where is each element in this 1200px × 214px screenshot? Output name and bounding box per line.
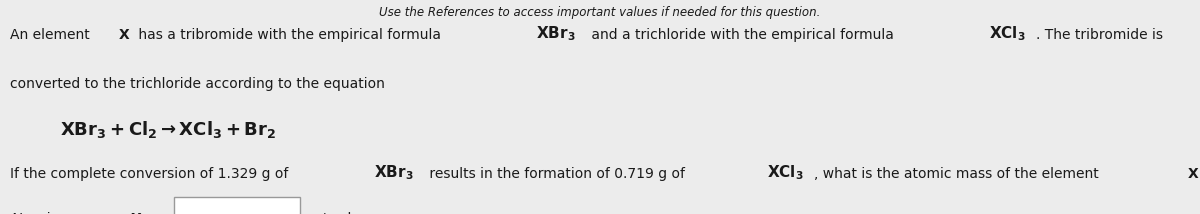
Text: Atomic mass: Atomic mass	[10, 212, 103, 214]
Text: $\mathbf{X}$: $\mathbf{X}$	[1187, 167, 1200, 181]
Text: converted to the trichloride according to the equation: converted to the trichloride according t…	[10, 77, 384, 91]
Text: $\mathbf{X}$: $\mathbf{X}$	[130, 212, 143, 214]
FancyBboxPatch shape	[174, 197, 300, 214]
Text: . The tribromide is: . The tribromide is	[1036, 28, 1163, 42]
Text: Use the References to access important values if needed for this question.: Use the References to access important v…	[379, 6, 821, 19]
Text: $\mathbf{XBr_3}$: $\mathbf{XBr_3}$	[536, 25, 576, 43]
Text: g/mol: g/mol	[312, 212, 352, 214]
Text: =: =	[146, 212, 162, 214]
Text: If the complete conversion of 1.329 g of: If the complete conversion of 1.329 g of	[10, 167, 293, 181]
Text: $\mathbf{XCl_3}$: $\mathbf{XCl_3}$	[767, 164, 804, 182]
Text: and a trichloride with the empirical formula: and a trichloride with the empirical for…	[587, 28, 899, 42]
Text: , what is the atomic mass of the element: , what is the atomic mass of the element	[814, 167, 1103, 181]
Text: An element: An element	[10, 28, 94, 42]
Text: $\mathbf{XCl_3}$: $\mathbf{XCl_3}$	[989, 25, 1026, 43]
Text: $\mathbf{XBr_3}$: $\mathbf{XBr_3}$	[374, 164, 414, 182]
Text: $\mathbf{X}$: $\mathbf{X}$	[118, 28, 131, 42]
Text: $\mathbf{XBr_3 + Cl_2 \rightarrow XCl_3 + Br_2}$: $\mathbf{XBr_3 + Cl_2 \rightarrow XCl_3 …	[60, 119, 276, 140]
Text: results in the formation of 0.719 g of: results in the formation of 0.719 g of	[426, 167, 690, 181]
Text: has a tribromide with the empirical formula: has a tribromide with the empirical form…	[134, 28, 445, 42]
